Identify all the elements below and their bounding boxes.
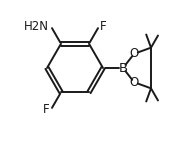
Text: B: B	[118, 61, 128, 74]
Text: O: O	[130, 76, 139, 89]
Text: O: O	[130, 47, 139, 60]
Text: F: F	[43, 103, 50, 116]
Text: F: F	[100, 20, 107, 33]
Text: H2N: H2N	[24, 20, 49, 33]
